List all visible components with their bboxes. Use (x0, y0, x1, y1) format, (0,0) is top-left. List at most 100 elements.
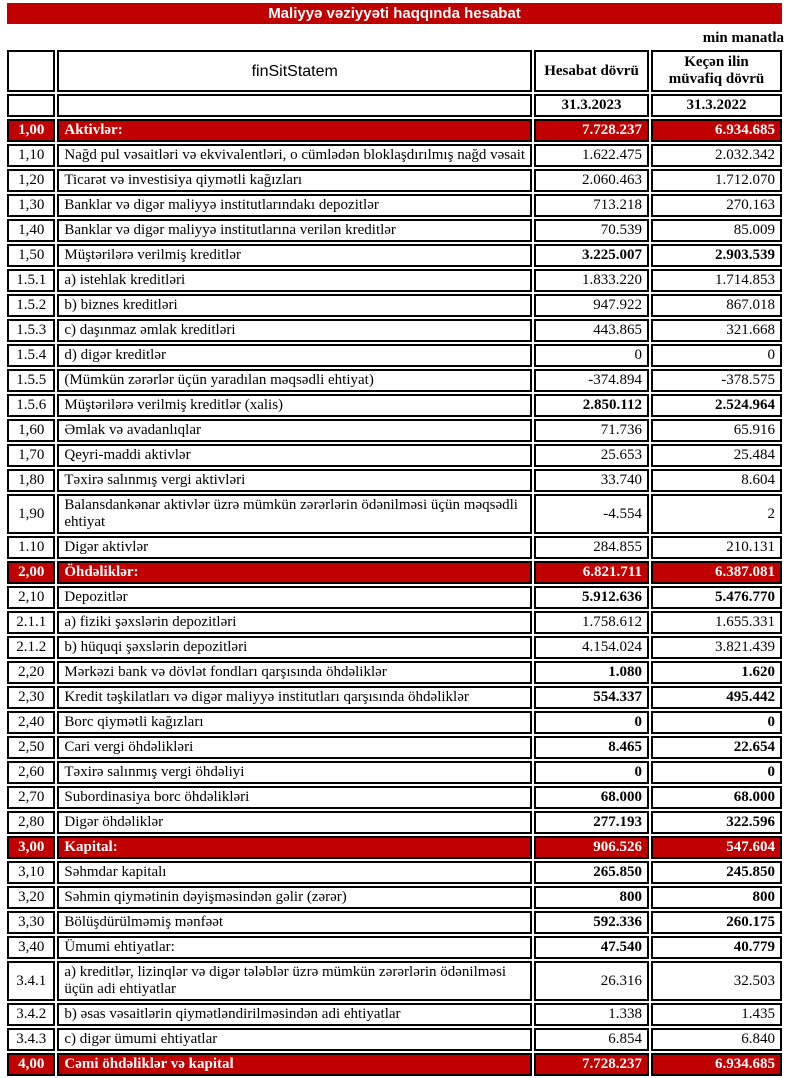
row-label: b) biznes kreditləri (57, 294, 533, 317)
row-number: 1,40 (7, 219, 56, 242)
row-value-previous: 65.916 (650, 419, 782, 442)
row-label: Banklar və digər maliyyə institutlarında… (57, 194, 533, 217)
row-value-current: 7.728.237 (534, 119, 649, 142)
row-label: Cəmi öhdəliklər və kapital (57, 1053, 533, 1076)
row-value-current: 1.833.220 (534, 269, 649, 292)
row-label: c) digər ümumi ehtiyatlar (57, 1028, 533, 1051)
row-value-current: 1.338 (534, 1003, 649, 1026)
row-number: 2.1.1 (7, 611, 56, 634)
row-label: Kredit təşkilatları və digər maliyyə ins… (57, 686, 533, 709)
table-row: 1,50 Müştərilərə verilmiş kreditlər 3.22… (7, 244, 782, 267)
row-number: 3,20 (7, 886, 56, 909)
row-number: 1,00 (7, 119, 56, 142)
row-value-previous: 800 (650, 886, 782, 909)
row-value-current: 47.540 (534, 936, 649, 959)
row-number: 1.5.6 (7, 394, 56, 417)
row-label: Ticarət və investisiya qiymətli kağızlar… (57, 169, 533, 192)
row-value-previous: 25.484 (650, 444, 782, 467)
table-row: 2,50 Cari vergi öhdəlikləri 8.465 22.654 (7, 736, 782, 759)
row-value-previous: 8.604 (650, 469, 782, 492)
row-number: 1.5.2 (7, 294, 56, 317)
row-value-current: -374.894 (534, 369, 649, 392)
table-row: 2.1.1 a) fiziki şəxslərin depozitləri 1.… (7, 611, 782, 634)
table-row: 1,00 Aktivlər: 7.728.237 6.934.685 (7, 119, 782, 142)
row-number: 3,00 (7, 836, 56, 859)
row-value-current: 5.912.636 (534, 586, 649, 609)
row-value-current: 947.922 (534, 294, 649, 317)
row-value-current: 4.154.024 (534, 636, 649, 659)
row-value-current: 2.060.463 (534, 169, 649, 192)
empty-date-cell (7, 94, 56, 117)
row-label: Digər öhdəliklər (57, 811, 533, 834)
table-row: 1.5.6 Müştərilərə verilmiş kreditlər (xa… (7, 394, 782, 417)
row-value-current: 25.653 (534, 444, 649, 467)
financial-position-table: finSitStatem Hesabat dövrü Keçən ilin mü… (5, 48, 784, 1078)
table-row: 2,20 Mərkəzi bank və dövlət fondları qar… (7, 661, 782, 684)
row-value-current: 8.465 (534, 736, 649, 759)
row-value-current: 3.225.007 (534, 244, 649, 267)
table-row: 1.5.3 c) daşınmaz əmlak kreditləri 443.8… (7, 319, 782, 342)
table-row: 3,10 Səhmdar kapitalı 265.850 245.850 (7, 861, 782, 884)
table-row: 1.5.4 d) digər kreditlər 0 0 (7, 344, 782, 367)
row-label: Əmlak və avadanlıqlar (57, 419, 533, 442)
row-number: 2.1.2 (7, 636, 56, 659)
row-value-current: 713.218 (534, 194, 649, 217)
row-value-previous: 1.435 (650, 1003, 782, 1026)
table-row: 3,40 Ümumi ehtiyatlar: 47.540 40.779 (7, 936, 782, 959)
row-label: Nağd pul vəsaitləri və ekvivalentləri, o… (57, 144, 533, 167)
empty-header-cell (7, 50, 56, 92)
row-label: Subordinasiya borc öhdəlikləri (57, 786, 533, 809)
row-number: 4,00 (7, 1053, 56, 1076)
row-value-previous: 1.712.070 (650, 169, 782, 192)
row-number: 2,70 (7, 786, 56, 809)
row-value-current: -4.554 (534, 494, 649, 534)
row-value-current: 1.758.612 (534, 611, 649, 634)
row-value-previous: 22.654 (650, 736, 782, 759)
row-number: 3,10 (7, 861, 56, 884)
row-number: 2,40 (7, 711, 56, 734)
row-value-current: 68.000 (534, 786, 649, 809)
current-period-date: 31.3.2023 (534, 94, 649, 117)
row-label: c) daşınmaz əmlak kreditləri (57, 319, 533, 342)
row-label: Cari vergi öhdəlikləri (57, 736, 533, 759)
row-value-current: 33.740 (534, 469, 649, 492)
row-value-previous: 495.442 (650, 686, 782, 709)
row-value-previous: 68.000 (650, 786, 782, 809)
row-number: 1.5.1 (7, 269, 56, 292)
row-value-current: 0 (534, 344, 649, 367)
report-title-bar: Maliyyə vəziyyəti haqqında hesabat (7, 3, 782, 24)
row-value-current: 800 (534, 886, 649, 909)
table-row: 1,80 Təxirə salınmış vergi aktivləri 33.… (7, 469, 782, 492)
row-number: 1.10 (7, 536, 56, 559)
row-number: 2,60 (7, 761, 56, 784)
row-value-previous: -378.575 (650, 369, 782, 392)
date-row: 31.3.2023 31.3.2022 (7, 94, 782, 117)
row-value-previous: 5.476.770 (650, 586, 782, 609)
row-label: a) istehlak kreditləri (57, 269, 533, 292)
row-value-previous: 6.934.685 (650, 1053, 782, 1076)
row-value-current: 277.193 (534, 811, 649, 834)
empty-date-cell (57, 94, 533, 117)
table-row: 3.4.1 a) kreditlər, lizinqlər və digər t… (7, 961, 782, 1001)
row-label: Qeyri-maddi aktivlər (57, 444, 533, 467)
row-label: Öhdəliklər: (57, 561, 533, 584)
row-label: b) hüquqi şəxslərin depozitləri (57, 636, 533, 659)
row-label: Müştərilərə verilmiş kreditlər (xalis) (57, 394, 533, 417)
row-value-current: 6.821.711 (534, 561, 649, 584)
table-row: 2,40 Borc qiymətli kağızları 0 0 (7, 711, 782, 734)
table-row: 1,90 Balansdankənar aktivlər üzrə mümkün… (7, 494, 782, 534)
row-value-current: 592.336 (534, 911, 649, 934)
previous-period-header: Keçən ilin müvafiq dövrü (650, 50, 782, 92)
table-row: 2,10 Depozitlər 5.912.636 5.476.770 (7, 586, 782, 609)
row-value-previous: 210.131 (650, 536, 782, 559)
row-label: a) fiziki şəxslərin depozitləri (57, 611, 533, 634)
row-value-previous: 32.503 (650, 961, 782, 1001)
current-period-header: Hesabat dövrü (534, 50, 649, 92)
row-label: Təxirə salınmış vergi aktivləri (57, 469, 533, 492)
table-row: 1,10 Nağd pul vəsaitləri və ekvivalentlə… (7, 144, 782, 167)
row-value-previous: 0 (650, 761, 782, 784)
row-value-previous: 6.387.081 (650, 561, 782, 584)
row-value-previous: 2 (650, 494, 782, 534)
row-value-current: 1.080 (534, 661, 649, 684)
